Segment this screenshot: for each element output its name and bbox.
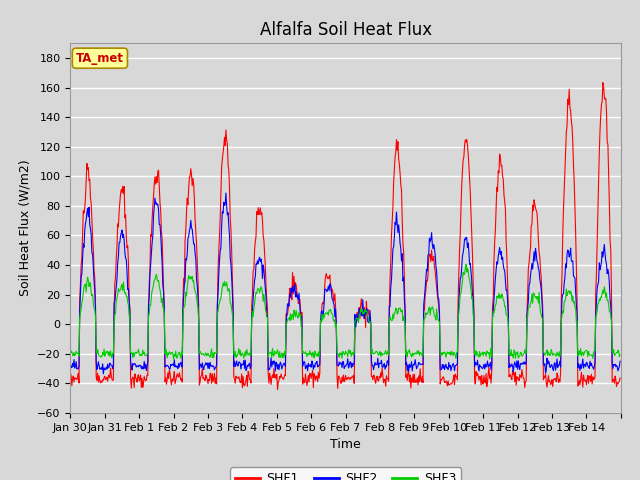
SHF1 bbox=[616, 375, 624, 381]
SHF2 bbox=[100, 371, 108, 377]
SHF3 bbox=[616, 352, 624, 358]
Title: Alfalfa Soil Heat Flux: Alfalfa Soil Heat Flux bbox=[260, 21, 431, 39]
SHF1 bbox=[131, 371, 139, 377]
SHF3 bbox=[281, 348, 289, 354]
SHF2 bbox=[434, 295, 442, 301]
SHF2 bbox=[234, 363, 241, 369]
SHF2 bbox=[282, 364, 289, 370]
SHF1 bbox=[599, 80, 607, 85]
SHF2 bbox=[403, 368, 411, 373]
SHF1 bbox=[259, 233, 267, 239]
SHF3 bbox=[233, 352, 241, 358]
SHF2 bbox=[260, 277, 268, 283]
SHF1 bbox=[67, 370, 74, 376]
SHF1 bbox=[274, 386, 282, 392]
SHF1 bbox=[281, 372, 289, 378]
X-axis label: Time: Time bbox=[330, 438, 361, 451]
Line: SHF2: SHF2 bbox=[70, 193, 620, 374]
SHF2 bbox=[67, 363, 74, 369]
SHF3 bbox=[403, 348, 410, 354]
SHF3 bbox=[462, 262, 470, 267]
Line: SHF1: SHF1 bbox=[70, 83, 620, 389]
Text: TA_met: TA_met bbox=[76, 52, 124, 65]
SHF1 bbox=[232, 373, 240, 379]
SHF2 bbox=[222, 190, 230, 196]
SHF2 bbox=[132, 362, 140, 368]
SHF1 bbox=[403, 372, 410, 377]
SHF3 bbox=[433, 314, 441, 320]
SHF3 bbox=[170, 356, 177, 362]
Line: SHF3: SHF3 bbox=[70, 264, 620, 359]
SHF3 bbox=[67, 346, 74, 352]
Y-axis label: Soil Heat Flux (W/m2): Soil Heat Flux (W/m2) bbox=[19, 160, 31, 296]
SHF3 bbox=[260, 291, 268, 297]
SHF1 bbox=[433, 292, 441, 298]
Legend: SHF1, SHF2, SHF3: SHF1, SHF2, SHF3 bbox=[230, 467, 461, 480]
SHF3 bbox=[131, 349, 139, 355]
SHF2 bbox=[616, 358, 624, 364]
